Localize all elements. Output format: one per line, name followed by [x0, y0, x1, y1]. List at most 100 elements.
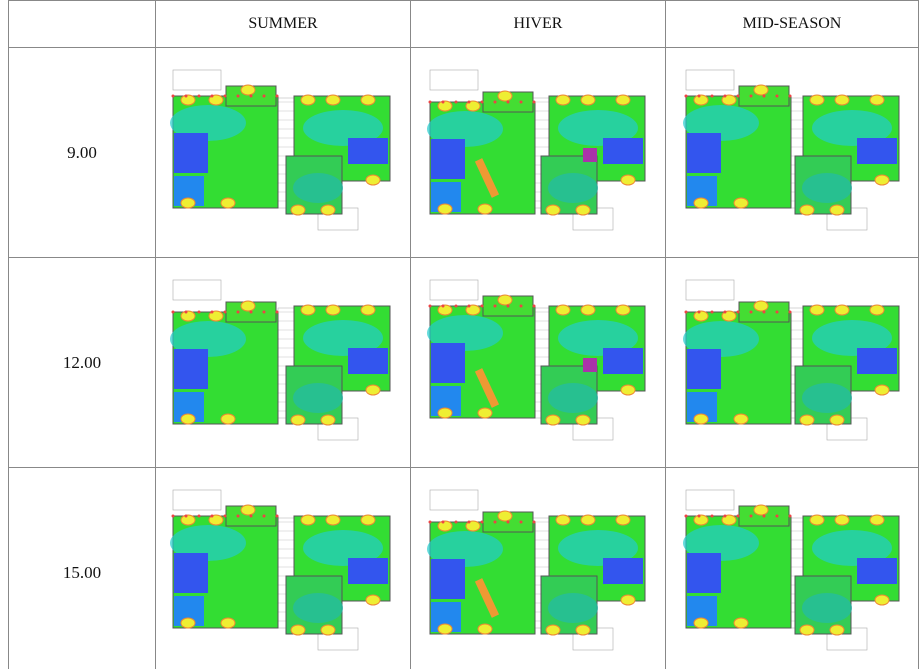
column-marker: [723, 94, 727, 97]
yellow-spot: [733, 413, 749, 424]
label-box: [172, 69, 222, 90]
yellow-spot: [693, 310, 709, 321]
yellow-spot: [620, 174, 636, 185]
yellow-spot: [834, 304, 850, 315]
column-marker: [171, 94, 175, 97]
column-header: HIVER: [410, 0, 666, 48]
row: 9.00: [8, 47, 919, 258]
blue-room: [857, 557, 897, 584]
yellow-spot: [799, 414, 815, 425]
column-marker: [762, 94, 766, 97]
yellow-spot: [834, 514, 850, 525]
column-marker: [454, 304, 458, 307]
column-marker: [467, 100, 471, 103]
yellow-spot: [325, 94, 341, 105]
column-marker: [223, 514, 227, 517]
yellow-spot: [874, 174, 890, 185]
column-marker: [197, 94, 201, 97]
yellow-spot: [320, 624, 336, 635]
column-marker: [197, 514, 201, 517]
column-marker: [480, 100, 484, 103]
column-marker: [480, 304, 484, 307]
yellow-spot: [477, 623, 493, 634]
column-marker: [506, 520, 510, 523]
label-box: [685, 69, 735, 90]
yellow-spot: [365, 174, 381, 185]
yellow-spot: [693, 514, 709, 525]
column-marker: [519, 100, 523, 103]
column-marker: [775, 94, 779, 97]
yellow-spot: [180, 617, 196, 628]
column-marker: [210, 514, 214, 517]
row: 15.00: [8, 467, 919, 669]
yellow-spot: [180, 310, 196, 321]
column-marker: [210, 310, 214, 313]
yellow-spot: [829, 414, 845, 425]
column-marker: [519, 304, 523, 307]
image-cell: [665, 467, 919, 669]
column-marker: [249, 514, 253, 517]
blue-room: [431, 558, 465, 599]
cyan-zone: [293, 172, 343, 203]
column-marker: [710, 310, 714, 313]
column-marker: [519, 520, 523, 523]
yellow-spot: [437, 304, 453, 315]
column-marker: [262, 94, 266, 97]
purple-room: [583, 147, 597, 162]
corner-cell: [8, 0, 156, 48]
yellow-spot: [300, 94, 316, 105]
blue-room: [348, 137, 388, 164]
yellow-spot: [555, 94, 571, 105]
column-marker: [236, 310, 240, 313]
cyan-zone: [170, 320, 246, 357]
column-marker: [236, 94, 240, 97]
yellow-spot: [360, 304, 376, 315]
yellow-spot: [465, 100, 481, 111]
yellow-spot: [829, 624, 845, 635]
yellow-spot: [693, 617, 709, 628]
blue-room: [603, 137, 643, 164]
yellow-spot: [575, 624, 591, 635]
yellow-spot: [753, 504, 769, 515]
image-cell: [665, 257, 919, 468]
yellow-spot: [208, 514, 224, 525]
label-box: [685, 489, 735, 510]
blue-room: [174, 348, 208, 389]
cyan-zone: [548, 172, 598, 203]
cyan-zone: [170, 524, 246, 561]
cyan-zone: [802, 172, 852, 203]
results-table: SUMMER HIVER MID-SEASON 9.00 12.00 15.00: [8, 0, 919, 669]
header-row: SUMMER HIVER MID-SEASON: [8, 0, 919, 48]
cyan-zone: [812, 319, 892, 356]
purple-room: [583, 357, 597, 372]
yellow-spot: [497, 90, 513, 101]
yellow-spot: [180, 197, 196, 208]
yellow-spot: [365, 384, 381, 395]
yellow-spot: [799, 624, 815, 635]
column-marker: [506, 304, 510, 307]
yellow-spot: [437, 623, 453, 634]
cyan-zone: [303, 319, 383, 356]
yellow-spot: [721, 310, 737, 321]
column-marker: [197, 310, 201, 313]
cyan-zone: [812, 529, 892, 566]
label-box: [172, 279, 222, 300]
yellow-spot: [575, 414, 591, 425]
yellow-spot: [620, 594, 636, 605]
heatmap-plan: [427, 279, 646, 440]
yellow-spot: [545, 414, 561, 425]
yellow-spot: [874, 594, 890, 605]
image-cell: [155, 467, 411, 669]
heatmap-plan: [170, 69, 391, 230]
column-marker: [441, 520, 445, 523]
yellow-spot: [620, 384, 636, 395]
yellow-spot: [437, 407, 453, 418]
yellow-spot: [834, 94, 850, 105]
column-marker: [749, 514, 753, 517]
column-marker: [710, 94, 714, 97]
column-marker: [171, 514, 175, 517]
cyan-zone: [558, 319, 638, 356]
cyan-zone: [802, 592, 852, 623]
yellow-spot: [753, 84, 769, 95]
column-marker: [788, 94, 792, 97]
